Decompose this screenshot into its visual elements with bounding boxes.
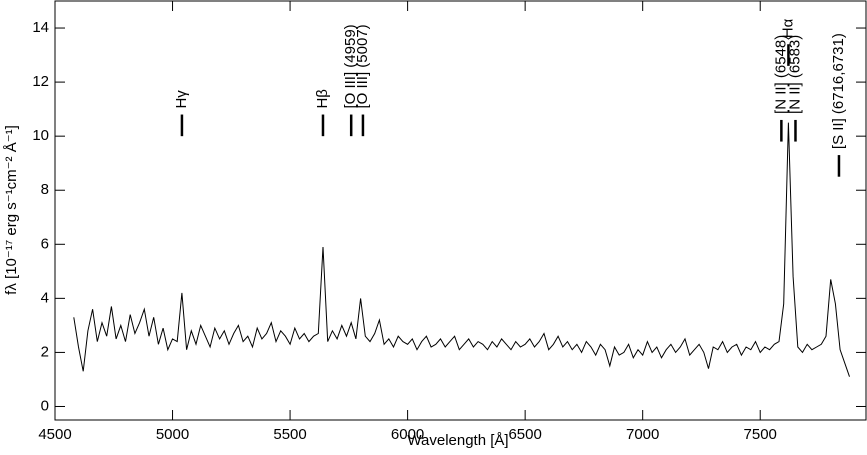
annotation-label: [N II] (6583) [786,35,803,114]
x-tick-label: 4500 [38,426,71,443]
y-tick-label: 8 [41,181,49,198]
x-tick-label: 5000 [156,426,189,443]
annotation-label: Hα [779,18,796,38]
annotation-label: Hγ [173,90,190,109]
y-tick-label: 0 [41,397,49,414]
x-tick-label: 5500 [273,426,306,443]
x-tick-label: 6000 [391,426,424,443]
annotation-label: [N II] (6548) [772,35,789,114]
x-tick-label: 7500 [744,426,777,443]
y-tick-label: 12 [32,73,49,90]
spectrum-line [73,122,850,377]
x-tick-label: 7000 [626,426,659,443]
y-tick-label: 2 [41,343,49,360]
annotation-label: Hβ [314,89,331,109]
x-axis-label: Wavelength [Å] [407,432,508,449]
plot-frame [54,0,867,421]
annotation-label: [S II] (6716,6731) [830,33,847,149]
x-tick-label: 6500 [508,426,541,443]
y-tick-label: 6 [41,235,49,252]
y-tick-label: 10 [32,127,49,144]
annotation-label: [O III] (4959) [342,24,359,108]
annotation-label: [O III] (5007) [354,24,371,108]
y-tick-label: 14 [32,19,49,36]
y-axis-label: fλ [10⁻¹⁷ erg s⁻¹cm⁻² Å⁻¹] [3,125,20,295]
y-tick-label: 4 [41,289,49,306]
